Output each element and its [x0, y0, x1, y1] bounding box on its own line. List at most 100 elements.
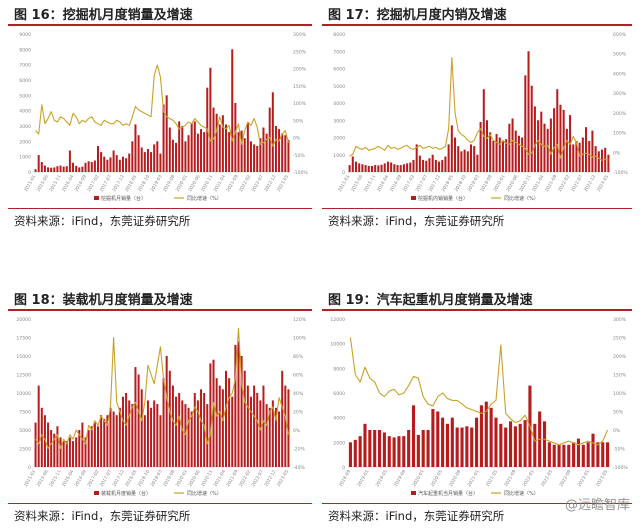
x-tick-label: 2022-12 — [583, 174, 597, 193]
x-tick-label: 2021-09 — [225, 469, 239, 488]
bar — [576, 438, 581, 467]
x-tick-label: 2021-09 — [503, 469, 517, 488]
bar — [604, 147, 607, 172]
bar — [489, 132, 492, 172]
bar — [140, 389, 143, 467]
bar — [125, 393, 128, 467]
bar — [540, 111, 543, 173]
y-left-tick-label: 6000 — [333, 67, 345, 73]
bar — [249, 141, 252, 172]
x-tick-label: 2018-10 — [453, 174, 467, 193]
growth-line — [349, 337, 609, 446]
y-right-tick-label: 40% — [293, 391, 304, 397]
x-tick-label: 2023-05 — [596, 174, 610, 193]
bar — [72, 441, 75, 467]
x-tick-label: 2017-12 — [428, 174, 442, 193]
bar — [501, 140, 504, 172]
bar — [106, 415, 109, 467]
x-tick-label: 2019-09 — [393, 469, 407, 488]
x-tick-label: 2023-05 — [276, 469, 290, 488]
bar — [225, 124, 227, 172]
bar — [128, 400, 131, 467]
y-left-tick-label: 6000 — [333, 391, 345, 397]
legend-bar-label: 装载机月度销量（台） — [101, 490, 151, 497]
bar — [278, 129, 281, 172]
x-tick-label: 2022-07 — [251, 174, 265, 193]
bar — [259, 138, 262, 172]
x-tick-label: 2020-11 — [200, 469, 214, 488]
x-tick-label: 2020-05 — [430, 469, 444, 488]
bar — [234, 103, 237, 172]
bar — [131, 141, 134, 172]
bar — [218, 385, 221, 467]
bar — [249, 396, 252, 467]
bar — [469, 144, 473, 172]
y-right-tick-label: 150% — [613, 373, 627, 379]
x-tick-label: 2020-01 — [492, 174, 506, 193]
bar — [463, 149, 466, 172]
bar — [575, 140, 578, 172]
bar — [134, 124, 137, 172]
x-tick-label: 2019-01 — [356, 469, 370, 488]
bar — [565, 128, 568, 173]
y-right-tick-label: 0% — [293, 428, 301, 434]
bar — [93, 160, 96, 172]
x-tick-label: 2015-01 — [337, 174, 351, 193]
bar — [215, 378, 218, 467]
bar — [231, 396, 234, 467]
bar — [434, 159, 437, 172]
x-tick-label: 2019-08 — [162, 469, 176, 488]
bar — [600, 149, 604, 172]
legend-bar-swatch — [94, 491, 99, 495]
source-rule — [8, 503, 312, 504]
bar — [527, 51, 530, 172]
x-tick-label: 2022-07 — [251, 469, 265, 488]
chart-fig19: 0 2000 4000 6000 8000 10000 12000 -100% -50% 0% 50… — [330, 317, 628, 497]
bar — [268, 107, 271, 172]
y-right-tick-label: 80% — [293, 354, 304, 360]
x-tick-label: 2021-09 — [225, 174, 239, 193]
bar — [181, 400, 184, 467]
bar — [231, 49, 234, 172]
bar — [62, 441, 65, 467]
bar — [421, 430, 425, 467]
bar — [37, 155, 40, 172]
bar — [572, 144, 575, 172]
bar — [75, 165, 78, 172]
x-tick-label: 2017-07 — [99, 174, 113, 193]
x-tick-label: 2015-11 — [48, 469, 62, 488]
panel-fig17: 图 17：挖掘机月度内销及增速 0 1000 2000 3000 4000 5000 600… — [322, 4, 632, 232]
bar — [271, 400, 274, 467]
x-tick-label: 2020-01 — [411, 469, 425, 488]
bar — [68, 437, 71, 467]
y-right-tick-label: -50% — [293, 153, 306, 159]
bar — [547, 442, 551, 467]
y-left-tick-label: 5000 — [19, 93, 31, 99]
bar — [354, 161, 358, 172]
bar — [81, 166, 84, 172]
bar — [203, 132, 206, 172]
bar — [281, 133, 284, 172]
x-tick-label: 2018-10 — [137, 174, 151, 193]
bar — [460, 427, 464, 467]
x-tick-label: 2020-06 — [187, 469, 201, 488]
bar — [53, 433, 56, 467]
bar — [581, 444, 585, 467]
y-left-tick-label: 7500 — [19, 410, 31, 416]
bar — [225, 370, 227, 467]
x-tick-label: 2015-01 — [23, 469, 37, 488]
bar — [387, 436, 391, 467]
y-right-tick-label: 200% — [293, 67, 307, 73]
bar — [518, 423, 522, 467]
y-left-tick-label: 0 — [342, 170, 345, 176]
y-left-tick-label: 7000 — [333, 49, 345, 55]
bar — [406, 163, 409, 173]
bar — [524, 75, 527, 172]
bar — [521, 137, 524, 172]
bar — [505, 139, 508, 172]
bar — [390, 162, 393, 172]
bar — [121, 156, 124, 172]
bar — [380, 164, 383, 172]
y-left-tick-label: 20000 — [16, 317, 31, 323]
bar — [278, 411, 281, 467]
